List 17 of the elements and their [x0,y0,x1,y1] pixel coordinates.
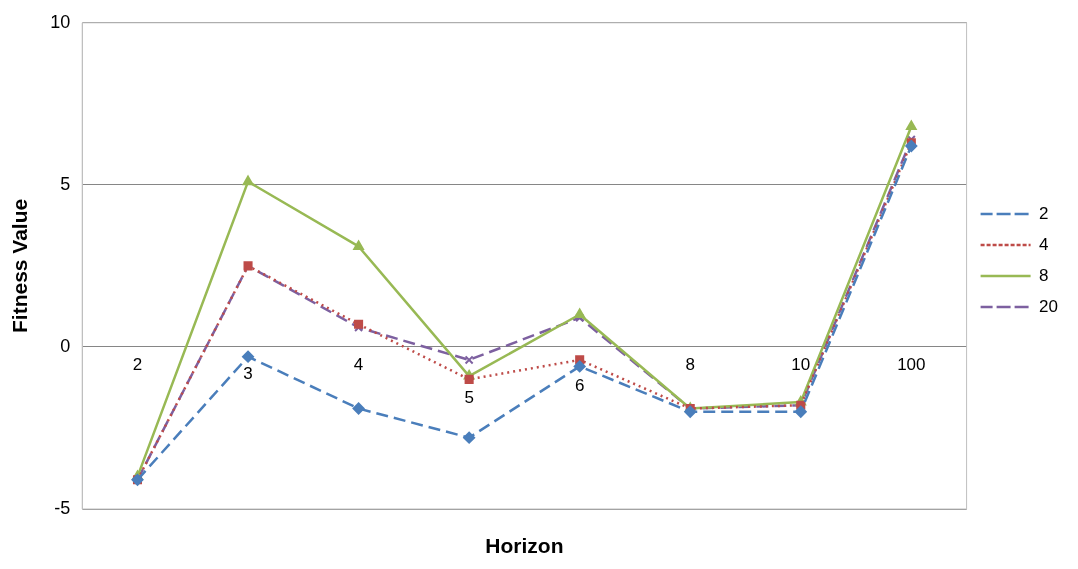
x-tick-label: 8 [685,355,695,375]
x-tick-label: 10 [791,355,811,375]
x-tick-label: 100 [897,355,926,375]
x-tick-label: 6 [574,376,585,396]
y-axis-title: Fitness Value [8,198,32,334]
x-tick-label: 2 [132,355,143,375]
y-tick-label: 5 [60,173,71,194]
legend-label: 8 [1039,265,1049,285]
y-tick-label: 0 [60,335,71,356]
y-tick-label: 10 [50,11,71,32]
x-tick-label: 3 [243,364,253,384]
legend-label: 2 [1039,203,1049,223]
x-axis-title: Horizon [485,533,564,557]
legend-label: 4 [1039,234,1049,254]
y-tick-label: -5 [54,497,71,518]
legend-label: 20 [1039,296,1059,316]
x-tick-label: 4 [353,355,364,375]
